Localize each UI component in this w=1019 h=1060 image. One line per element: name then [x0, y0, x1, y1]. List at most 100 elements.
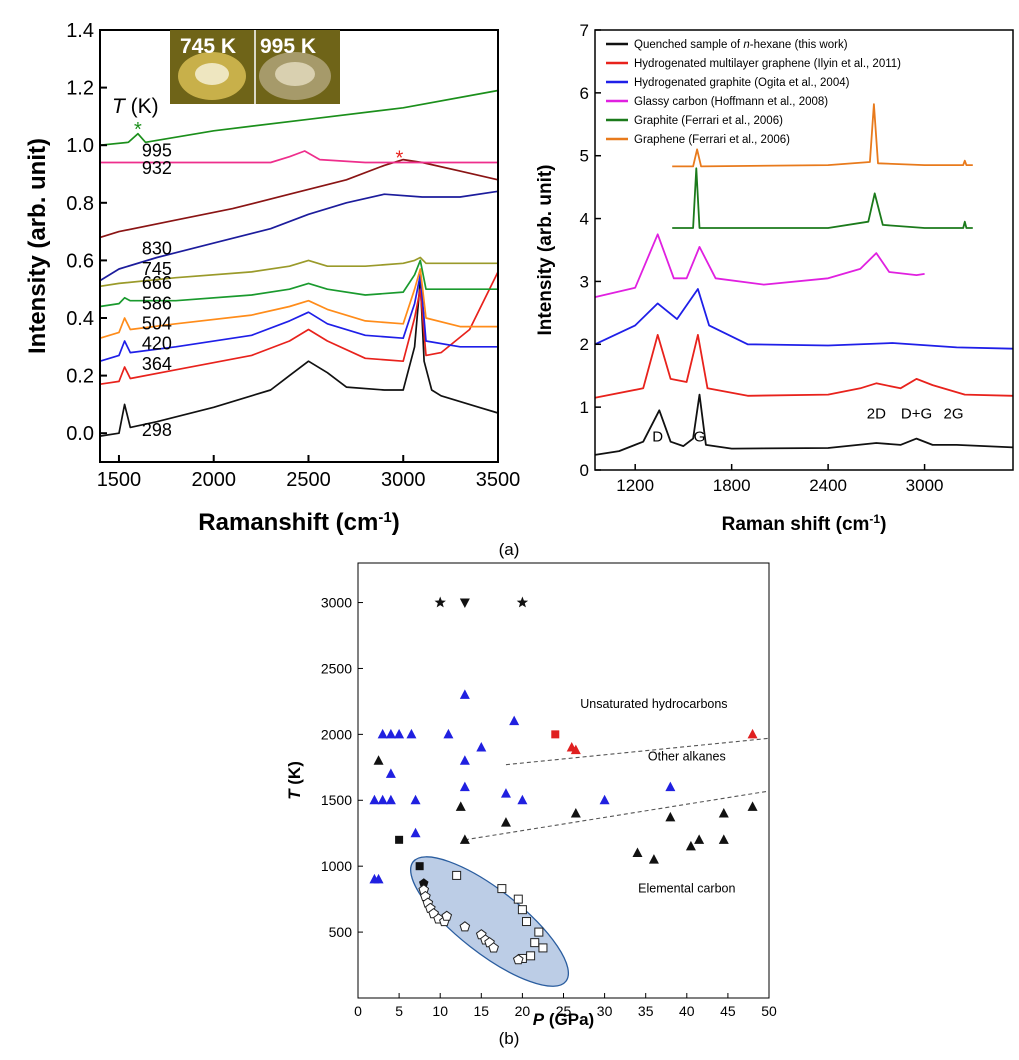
legend-entry: Glassy carbon (Hoffmann et al., 2008)	[634, 96, 828, 108]
inset-photo-995-center	[275, 62, 315, 86]
x-tick-label: 0	[354, 1003, 362, 1019]
data-point-triangle	[685, 840, 696, 851]
data-point-triangle	[517, 794, 528, 805]
y-tick-label: 1	[580, 398, 589, 417]
legend-entry: Graphite (Ferrari et al., 2006)	[634, 115, 783, 127]
x-tick-label: 3000	[906, 476, 944, 495]
peak-label: 2G	[944, 405, 964, 422]
temperature-label: 666	[142, 273, 172, 293]
inset-label-995: 995 K	[260, 35, 316, 58]
y-tick-label: 0.6	[66, 250, 94, 272]
temperature-label: 364	[142, 354, 172, 374]
y-axis-title: Intensity (arb. unit)	[24, 138, 51, 354]
x-axis-title: P (GPa)	[533, 1010, 594, 1029]
y-tick-label: 7	[580, 21, 589, 40]
data-point-open-square	[530, 938, 540, 948]
legend: Quenched sample of n-hexane (this work) H…	[606, 39, 901, 146]
data-point-open-pentagon	[459, 921, 471, 932]
legend-entry: Hydrogenated graphite (Ogita et al., 200…	[634, 77, 850, 89]
x-tick-label: 35	[638, 1003, 654, 1019]
data-point-triangle	[385, 728, 396, 739]
inset-photo-745-center	[195, 63, 229, 85]
peak-label: G	[694, 429, 706, 446]
reference-spectrum-5	[672, 103, 973, 168]
data-point-triangle	[500, 788, 511, 798]
temperature-label: 995	[142, 141, 172, 161]
data-point-triangle	[385, 794, 396, 805]
reference-spectrum-3	[594, 233, 925, 298]
x-tick-label: 45	[720, 1003, 736, 1019]
x-tick-label: 2500	[286, 469, 331, 491]
data-point-triangle	[747, 728, 758, 739]
temperature-label: 830	[142, 239, 172, 259]
x-tick-label: 30	[597, 1003, 613, 1019]
data-point-triangle	[718, 807, 729, 818]
spectrum-line-830	[99, 158, 499, 239]
y-tick-label: 0.2	[66, 366, 94, 388]
spectrum-line-298	[99, 279, 499, 437]
data-point-triangle	[459, 755, 470, 765]
y-tick-label: 0.8	[66, 193, 94, 215]
data-point-open-square	[534, 927, 544, 937]
y-tick-label: 1.4	[66, 20, 94, 42]
caption-b: (b)	[499, 1029, 520, 1048]
data-point-triangle	[665, 811, 676, 822]
x-tick-label: 25	[556, 1003, 572, 1019]
x-tick-label: 40	[679, 1003, 695, 1019]
x-tick-label: 1200	[616, 476, 654, 495]
data-point-triangle	[410, 827, 421, 838]
boundary-dashed-line	[505, 737, 770, 766]
data-point-triangle	[747, 801, 758, 811]
data-point-triangle	[394, 728, 405, 739]
x-tick-label: 3000	[381, 469, 426, 491]
x-tick-label: 2000	[191, 469, 236, 491]
data-point-open-pentagon	[441, 910, 453, 921]
x-axis-title: Raman shift (cm-1)	[722, 512, 887, 535]
data-point-triangle	[373, 755, 384, 765]
data-point-triangle	[648, 854, 659, 864]
y-tick-label: 6	[580, 84, 589, 103]
y-tick-label: 2	[580, 335, 589, 354]
data-point-triangle	[377, 728, 388, 739]
y-tick-label: 4	[580, 210, 589, 229]
x-tick-label: 3500	[476, 469, 521, 491]
y-tick-label: 1000	[321, 858, 352, 874]
data-point-triangle	[459, 781, 470, 792]
x-tick-label: 2400	[809, 476, 847, 495]
data-point-triangle	[476, 742, 487, 752]
data-point-triangle	[632, 847, 643, 857]
data-point-triangle	[500, 817, 511, 827]
reference-spectrum-4	[672, 167, 973, 229]
data-point-pentagon	[419, 878, 429, 888]
data-point-open-square	[517, 905, 527, 915]
legend-entry: Hydrogenated multilayer graphene (Ilyin …	[634, 58, 901, 70]
spectrum-line-586	[99, 259, 498, 308]
temperature-label: 586	[142, 293, 172, 313]
data-point-triangle	[570, 744, 581, 755]
data-point-triangle	[406, 728, 417, 739]
y-tick-label: 1.2	[66, 78, 94, 100]
data-point-square	[395, 835, 404, 844]
y-tick-label: 2500	[321, 660, 352, 676]
x-tick-label: 15	[474, 1003, 490, 1019]
peak-label: 2D	[867, 405, 886, 422]
y-tick-label: 0	[580, 461, 589, 480]
data-point-triangle	[455, 801, 466, 811]
caption-a: (a)	[499, 540, 520, 559]
data-point-square	[415, 862, 424, 871]
data-point-triangle	[459, 689, 470, 699]
temperature-label: 745	[142, 259, 172, 279]
data-point-square	[551, 730, 560, 739]
y-tick-label: 3	[580, 272, 589, 291]
data-point-triangle	[373, 873, 384, 884]
region-label: Unsaturated hydrocarbons	[580, 697, 727, 711]
plot-frame	[594, 29, 1014, 471]
data-point-triangle	[694, 834, 705, 844]
data-point-open-square	[452, 870, 462, 880]
legend-entry: Graphene (Ferrari et al., 2006)	[634, 134, 790, 146]
y-tick-label: 0.0	[66, 423, 94, 445]
x-tick-label: 50	[761, 1003, 777, 1019]
region-label: Elemental carbon	[638, 882, 735, 896]
photo-insets: 745 K 995 K	[170, 30, 340, 104]
